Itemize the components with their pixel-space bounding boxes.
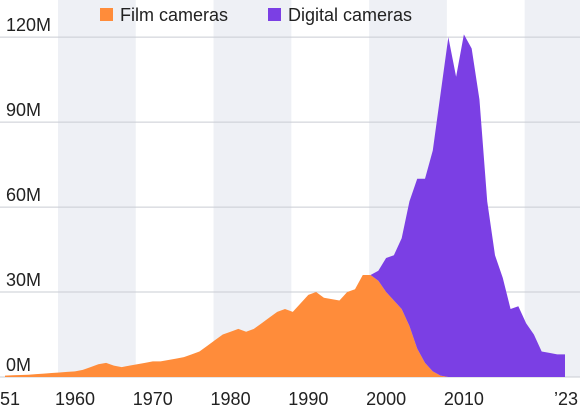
x-tick-label: 1970 — [133, 389, 173, 409]
y-tick-label: 60M — [6, 185, 41, 205]
y-tick-label: 120M — [6, 15, 51, 35]
legend-label: Digital cameras — [288, 5, 412, 25]
legend-label: Film cameras — [120, 5, 228, 25]
x-tick-label: 2010 — [444, 389, 484, 409]
y-tick-label: 30M — [6, 270, 41, 290]
x-tick-label: 2000 — [366, 389, 406, 409]
band — [58, 0, 136, 377]
y-tick-label: 90M — [6, 100, 41, 120]
area — [5, 275, 565, 377]
x-tick-label: ’23 — [554, 389, 578, 409]
y-tick-label: 0M — [6, 355, 31, 375]
band — [524, 0, 580, 377]
x-tick-label: 1960 — [55, 389, 95, 409]
area — [5, 34, 565, 377]
legend-swatch — [268, 8, 281, 21]
legend-swatch — [100, 8, 113, 21]
x-tick-label: 1980 — [211, 389, 251, 409]
x-tick-label: 1990 — [288, 389, 328, 409]
x-tick-label: 51 — [0, 389, 20, 409]
